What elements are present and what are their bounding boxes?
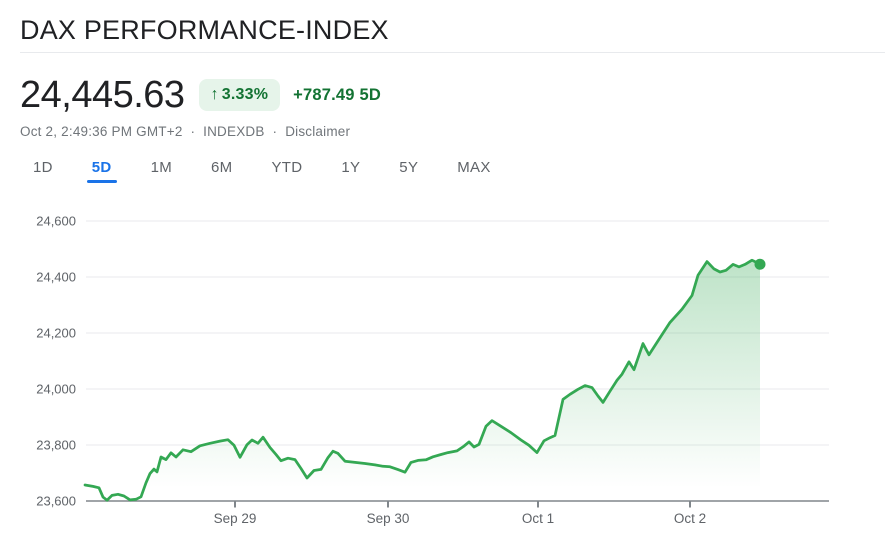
change-absolute: +787.49 5D <box>293 86 381 105</box>
header-divider <box>20 52 885 53</box>
x-axis-label: Sep 29 <box>214 511 257 526</box>
change-percent-badge: ↑ 3.33% <box>198 79 281 111</box>
change-percent: 3.33% <box>221 86 269 103</box>
exchange-label: INDEXDB <box>203 124 265 139</box>
y-axis-label: 24,600 <box>36 214 76 229</box>
quote-meta: Oct 2, 2:49:36 PM GMT+2 · INDEXDB · Disc… <box>20 124 865 139</box>
x-axis-label: Oct 1 <box>522 511 554 526</box>
quote-section: 24,445.63 ↑ 3.33% +787.49 5D Oct 2, 2:49… <box>0 73 885 188</box>
price-row: 24,445.63 ↑ 3.33% +787.49 5D <box>20 73 865 116</box>
y-axis-label: 24,400 <box>36 270 76 285</box>
chart-svg: 24,600 24,400 24,200 24,000 23,800 23,600 Sep … <box>36 214 829 526</box>
separator-dot: · <box>272 124 278 139</box>
change-absolute-value: +787.49 <box>293 85 355 104</box>
tab-ytd[interactable]: YTD <box>271 152 302 188</box>
header: DAX PERFORMANCE-INDEX <box>0 0 885 50</box>
tab-1d[interactable]: 1D <box>33 152 53 188</box>
y-axis-label: 23,600 <box>36 494 76 509</box>
x-axis-label: Sep 30 <box>367 511 410 526</box>
y-axis-label: 24,000 <box>36 382 76 397</box>
chart-endpoint-dot <box>754 258 766 270</box>
up-arrow-icon: ↑ <box>210 86 219 103</box>
tab-5y[interactable]: 5Y <box>399 152 418 188</box>
y-axis-label: 23,800 <box>36 438 76 453</box>
range-tabs: 1D 5D 1M 6M YTD 1Y 5Y MAX <box>20 152 865 188</box>
y-axis-label: 24,200 <box>36 326 76 341</box>
disclaimer-link[interactable]: Disclaimer <box>285 124 351 139</box>
chart-area-fill <box>85 260 760 501</box>
separator-dot: · <box>190 124 196 139</box>
page-title: DAX PERFORMANCE-INDEX <box>20 15 389 45</box>
tab-1m[interactable]: 1M <box>151 152 172 188</box>
x-axis-label: Oct 2 <box>674 511 706 526</box>
price-value: 24,445.63 <box>20 73 185 116</box>
tab-1y[interactable]: 1Y <box>341 152 360 188</box>
chart-line <box>83 258 762 502</box>
price-chart[interactable]: 24,600 24,400 24,200 24,000 23,800 23,600 Sep … <box>0 198 885 540</box>
change-period: 5D <box>359 85 381 104</box>
tab-max[interactable]: MAX <box>457 152 490 188</box>
tab-6m[interactable]: 6M <box>211 152 232 188</box>
tab-5d[interactable]: 5D <box>86 152 117 188</box>
timestamp: Oct 2, 2:49:36 PM GMT+2 <box>20 124 183 139</box>
